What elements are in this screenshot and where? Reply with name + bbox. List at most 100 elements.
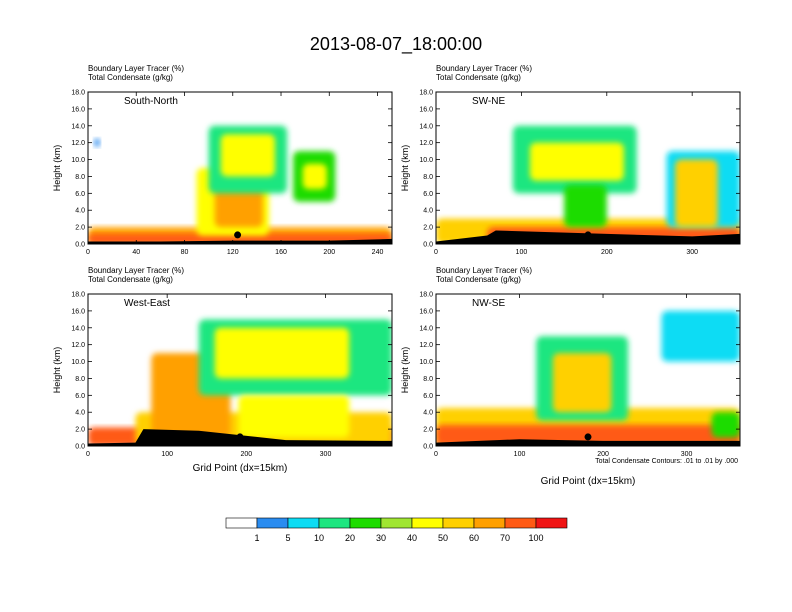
colorbar-label: 70 bbox=[500, 533, 510, 543]
colorbar-swatch bbox=[287, 517, 320, 529]
colorbar-label: 1 bbox=[254, 533, 259, 543]
colorbar-swatch bbox=[349, 517, 382, 529]
y-tick-label: 14.0 bbox=[419, 325, 433, 332]
panel-header-line2: Total Condensate (g/kg) bbox=[436, 73, 521, 82]
colorbar-swatch bbox=[256, 517, 289, 529]
terrain bbox=[88, 238, 392, 244]
panel-header-line1: Boundary Layer Tracer (%) bbox=[88, 266, 184, 275]
location-marker bbox=[584, 433, 592, 441]
panels: Boundary Layer Tracer (%)Total Condensat… bbox=[52, 64, 741, 487]
x-tick-label: 0 bbox=[86, 249, 90, 256]
axes-frame bbox=[435, 91, 741, 245]
y-tick-label: 4.0 bbox=[75, 410, 85, 417]
tracer-region bbox=[675, 159, 718, 228]
colorbar-label: 5 bbox=[285, 533, 290, 543]
x-tick-label: 200 bbox=[601, 249, 613, 256]
x-tick-label: 100 bbox=[514, 451, 526, 458]
x-tick-label: 300 bbox=[686, 249, 698, 256]
panel-1: Boundary Layer Tracer (%)Total Condensat… bbox=[52, 64, 393, 256]
y-tick-label: 14.0 bbox=[71, 123, 85, 130]
y-tick-label: 16.0 bbox=[419, 106, 433, 113]
terrain bbox=[436, 439, 740, 446]
x-tick-label: 300 bbox=[681, 451, 693, 458]
y-tick-label: 4.0 bbox=[75, 208, 85, 215]
axes-frame bbox=[435, 293, 741, 447]
tracer-region bbox=[238, 395, 350, 438]
panel-header-line1: Boundary Layer Tracer (%) bbox=[436, 64, 532, 73]
colorbar-swatch bbox=[473, 517, 506, 529]
x-tick-label: 200 bbox=[597, 451, 609, 458]
x-tick-label: 240 bbox=[372, 249, 384, 256]
tracer-region bbox=[220, 134, 275, 177]
panel-label: West-East bbox=[124, 298, 170, 309]
y-tick-label: 4.0 bbox=[423, 208, 433, 215]
colorbar: 1 5 10 20 30 40 50 60 70 100 bbox=[225, 517, 568, 543]
panel-label: South-North bbox=[124, 96, 178, 107]
y-tick-label: 18.0 bbox=[71, 90, 85, 97]
y-tick-label: 4.0 bbox=[423, 410, 433, 417]
y-tick-label: 10.0 bbox=[419, 359, 433, 366]
colorbar-label: 40 bbox=[407, 533, 417, 543]
panel-label: NW-SE bbox=[472, 298, 505, 309]
y-tick-label: 16.0 bbox=[71, 308, 85, 315]
colorbar-label: 60 bbox=[469, 533, 479, 543]
x-tick-label: 0 bbox=[86, 451, 90, 458]
tracer-region bbox=[661, 310, 740, 362]
y-tick-label: 6.0 bbox=[75, 393, 85, 400]
colorbar-swatch bbox=[318, 517, 351, 529]
y-tick-label: 12.0 bbox=[419, 342, 433, 349]
x-tick-label: 0 bbox=[434, 451, 438, 458]
tracer-region bbox=[94, 138, 101, 147]
figure-title: 2013-08-07_18:00:00 bbox=[310, 34, 482, 55]
y-tick-label: 0.0 bbox=[423, 242, 433, 249]
y-tick-label: 6.0 bbox=[423, 393, 433, 400]
y-tick-label: 16.0 bbox=[419, 308, 433, 315]
panel-3: Boundary Layer Tracer (%)Total Condensat… bbox=[52, 266, 393, 474]
tracer-region bbox=[214, 327, 350, 379]
y-tick-label: 0.0 bbox=[75, 242, 85, 249]
plot-area bbox=[436, 294, 740, 446]
condensate-note: Total Condensate Contours: .01 to .01 by… bbox=[595, 458, 738, 465]
x-tick-label: 200 bbox=[240, 451, 252, 458]
plot-area bbox=[436, 92, 740, 244]
panel-header-line1: Boundary Layer Tracer (%) bbox=[436, 266, 532, 275]
y-tick-label: 14.0 bbox=[419, 123, 433, 130]
x-tick-label: 100 bbox=[161, 451, 173, 458]
colorbar-swatch bbox=[442, 517, 475, 529]
x-axis-label: Grid Point (dx=15km) bbox=[193, 463, 288, 474]
y-tick-label: 2.0 bbox=[75, 427, 85, 434]
tracer-region bbox=[564, 184, 607, 228]
colorbar-label: 100 bbox=[528, 533, 543, 543]
x-tick-label: 160 bbox=[275, 249, 287, 256]
x-tick-label: 40 bbox=[132, 249, 140, 256]
plot-area bbox=[88, 294, 392, 446]
tracer-region bbox=[302, 163, 327, 190]
location-marker bbox=[236, 433, 244, 441]
colorbar-swatch bbox=[411, 517, 444, 529]
y-tick-label: 12.0 bbox=[419, 140, 433, 147]
tracer-region bbox=[529, 142, 624, 181]
y-tick-label: 6.0 bbox=[423, 191, 433, 198]
y-tick-label: 8.0 bbox=[423, 376, 433, 383]
colorbar-swatch bbox=[535, 517, 568, 529]
y-tick-label: 14.0 bbox=[71, 325, 85, 332]
x-tick-label: 100 bbox=[516, 249, 528, 256]
y-tick-label: 8.0 bbox=[423, 174, 433, 181]
y-tick-label: 12.0 bbox=[71, 342, 85, 349]
y-tick-label: 18.0 bbox=[71, 292, 85, 299]
colorbar-label: 50 bbox=[438, 533, 448, 543]
axes-frame bbox=[87, 293, 393, 447]
x-tick-label: 80 bbox=[181, 249, 189, 256]
axes-frame bbox=[87, 91, 393, 245]
colorbar-swatch bbox=[225, 517, 258, 529]
colorbar-label: 20 bbox=[345, 533, 355, 543]
y-tick-label: 10.0 bbox=[71, 157, 85, 164]
y-axis-label: Height (km) bbox=[400, 347, 410, 394]
panel-header-line1: Boundary Layer Tracer (%) bbox=[88, 64, 184, 73]
y-tick-label: 0.0 bbox=[75, 444, 85, 451]
colorbar-label: 30 bbox=[376, 533, 386, 543]
panel-header-line2: Total Condensate (g/kg) bbox=[436, 275, 521, 284]
y-tick-label: 2.0 bbox=[423, 427, 433, 434]
y-tick-label: 2.0 bbox=[75, 225, 85, 232]
